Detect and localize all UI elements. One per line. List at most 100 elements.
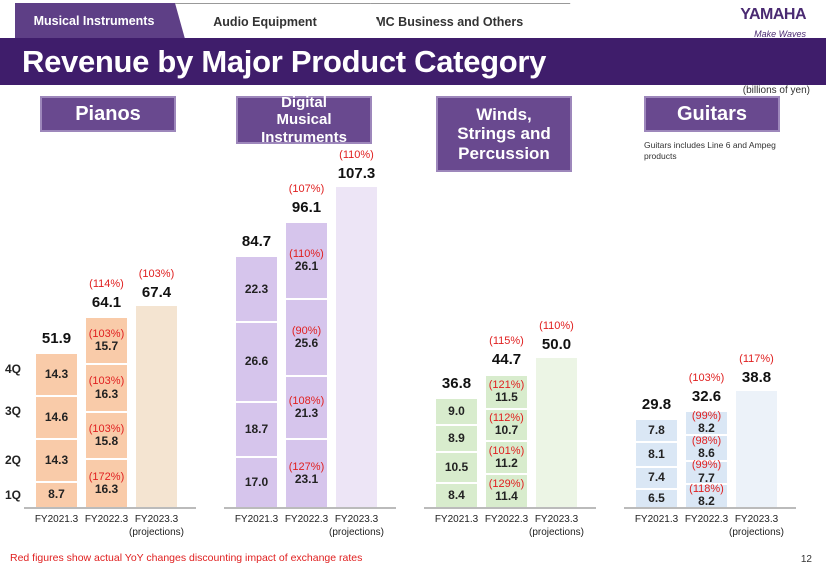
bar-segment: 18.7 (236, 400, 277, 457)
segment-value: 11.2 (495, 455, 518, 470)
bar-fy2021.3: 6.5 7.4 8.1 7.8 (636, 418, 677, 507)
bar-segment: 14.6 (36, 394, 77, 439)
bar-segment: (101%) 11.2 (486, 439, 527, 474)
x-tick-label: FY2021.3 (417, 514, 497, 527)
bar-segment: 7.4 (636, 465, 677, 488)
bar-total: 32.6 (691, 387, 722, 405)
x-tick-line: (projections) (528, 526, 585, 538)
segment-yoy-pct: (103%) (88, 423, 125, 436)
x-tick-label: FY2021.3 (17, 514, 97, 527)
segment-value: 16.3 (94, 386, 119, 401)
segment-value: 26.1 (294, 258, 319, 273)
segment-value: 10.7 (494, 423, 519, 438)
axis-line (624, 507, 796, 509)
category-guitars: Guitars (644, 96, 780, 132)
segment-yoy-pct: (98%) (691, 435, 722, 448)
quarter-label-4q: 4Q (5, 362, 22, 376)
tab-musical-instruments[interactable]: Musical Instruments (15, 3, 185, 39)
bar-total: 50.0 (541, 336, 572, 353)
segment-yoy-pct: (172%) (88, 471, 125, 484)
bar-fy2022.3: (127%) 23.1 (108%) 21.3 (90%) 25.6 (110%) 26.1 (286, 220, 327, 507)
bar-segment: (108%) 21.3 (286, 374, 327, 439)
x-tick-line: FY2021.3 (234, 514, 279, 525)
x-tick-label: FY2023.3 (projections) (117, 514, 197, 539)
bar-total-yoy-pct: (103%) (138, 268, 175, 281)
segment-value: 14.3 (44, 453, 69, 468)
x-tick-line: FY2023.3 (334, 514, 379, 525)
bar-segment: 8.9 (436, 424, 477, 451)
x-tick-line: FY2022.3 (684, 514, 729, 525)
x-tick-label: FY2021.3 (617, 514, 697, 527)
bar-total-yoy-pct: (110%) (539, 320, 574, 332)
bar-segment (536, 358, 577, 507)
unit-label: (billions of yen) (742, 85, 810, 96)
x-tick-line: FY2021.3 (434, 514, 479, 525)
bar-segment (136, 306, 177, 507)
bar-segment: (98%) 8.6 (686, 434, 727, 460)
bar-segment: 7.8 (636, 418, 677, 442)
x-tick-line: FY2021.3 (34, 514, 79, 525)
bar-segment: (172%) 16.3 (86, 458, 127, 507)
axis-line (24, 507, 196, 509)
segment-value: 23.1 (294, 472, 319, 487)
bar-segment: 6.5 (636, 487, 677, 507)
logo-name: YAMAHA (740, 6, 806, 23)
x-tick-label: FY2022.3 (467, 514, 547, 527)
segment-value: 10.5 (444, 459, 469, 474)
bar-segment: 8.1 (636, 441, 677, 466)
bar-fy2022.3: (118%) 8.2 (99%) 7.7 (98%) 8.6 (99%) 8.2 (686, 409, 727, 508)
segment-yoy-pct: (101%) (488, 444, 525, 457)
segment-yoy-pct: (121%) (488, 378, 525, 391)
bar-segment: (99%) 8.2 (686, 409, 727, 436)
segment-yoy-pct: (103%) (88, 375, 125, 388)
segment-value: 18.7 (244, 421, 269, 436)
bar-segment: 10.5 (436, 450, 477, 482)
bar-fy2023.3 (536, 358, 577, 507)
page-title: Revenue by Major Product Category (22, 44, 547, 79)
x-tick-line: (projections) (128, 526, 185, 538)
tab-imc-business[interactable]: IMC Business and Others (355, 3, 585, 39)
bar-total: 38.8 (741, 369, 772, 387)
segment-value: 7.4 (648, 470, 665, 484)
bar-total: 96.1 (291, 198, 322, 216)
bar-segment: 8.4 (436, 481, 477, 507)
segment-yoy-pct: (99%) (691, 459, 722, 472)
tab-audio-equipment[interactable]: Audio Equipment (175, 3, 385, 39)
bar-total: 29.8 (641, 396, 672, 414)
bar-segment (336, 187, 377, 507)
bar-segment: (112%) 10.7 (486, 407, 527, 440)
segment-value: 25.6 (294, 336, 319, 350)
segment-value: 8.9 (448, 430, 465, 445)
axis-line (224, 507, 396, 509)
segment-value: 8.2 (698, 421, 715, 436)
category-digital: Digital Musical Instruments (236, 94, 372, 146)
segment-yoy-pct: (127%) (288, 460, 325, 473)
bar-segment: (103%) 15.7 (86, 316, 127, 363)
x-tick-line: FY2023.3 (534, 514, 579, 525)
bar-total-yoy-pct: (110%) (339, 149, 374, 162)
bar-segment: 14.3 (36, 438, 77, 482)
bar-fy2023.3 (336, 187, 377, 507)
segment-value: 21.3 (294, 405, 319, 420)
bar-segment: (118%) 8.2 (686, 482, 727, 508)
category-pianos: Pianos (40, 96, 176, 132)
bar-total-yoy-pct: (114%) (89, 277, 124, 290)
bar-total: 84.7 (241, 232, 272, 250)
segment-value: 7.7 (698, 470, 715, 485)
bar-fy2021.3: 8.7 14.3 14.6 14.3 (36, 352, 77, 507)
bar-segment: 22.3 (236, 254, 277, 322)
bar-segment: 26.6 (236, 321, 277, 401)
bar-segment (736, 391, 777, 507)
quarter-label-1q: 1Q (5, 488, 22, 502)
footnote: Red figures show actual YoY changes disc… (10, 552, 363, 564)
bar-total-yoy-pct: (115%) (489, 335, 524, 348)
bar-segment: 9.0 (436, 397, 477, 425)
title-banner: Revenue by Major Product Category (0, 38, 826, 85)
bar-segment: (129%) 11.4 (486, 473, 527, 507)
segment-value: 8.4 (448, 487, 465, 502)
x-tick-line: FY2023.3 (134, 514, 179, 525)
segment-value: 8.6 (698, 446, 715, 461)
x-tick-line: (projections) (728, 526, 785, 538)
x-tick-label: FY2023.3 (projections) (717, 514, 797, 539)
segment-value: 6.5 (648, 490, 665, 505)
